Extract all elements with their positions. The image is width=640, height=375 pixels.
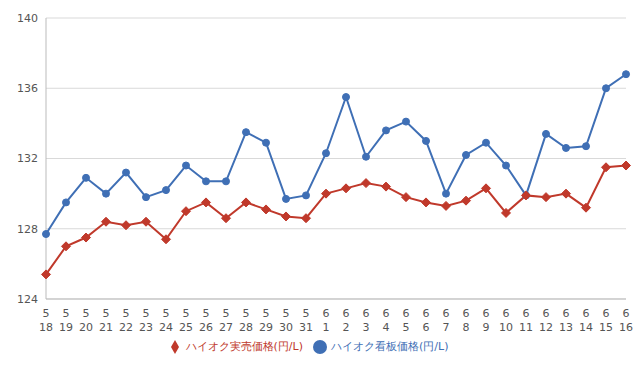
svg-text:6: 6 [603,307,610,320]
svg-text:6: 6 [403,307,410,320]
svg-text:5: 5 [123,307,130,320]
svg-text:5: 5 [283,307,290,320]
svg-text:25: 25 [179,321,193,334]
svg-text:140: 140 [17,12,38,25]
svg-text:5: 5 [143,307,150,320]
svg-text:6: 6 [543,307,550,320]
svg-text:16: 16 [619,321,632,334]
svg-text:6: 6 [503,307,510,320]
html-text:ハイオク実売価格(円/L): ハイオク実売価格(円/L) [185,340,303,353]
svg-text:5: 5 [43,307,50,320]
svg-text:8: 8 [463,321,470,334]
svg-text:5: 5 [63,307,70,320]
svg-text:27: 27 [219,321,233,334]
svg-text:6: 6 [463,307,470,320]
svg-text:30: 30 [279,321,293,334]
svg-text:136: 136 [17,82,38,95]
svg-text:128: 128 [17,223,38,236]
svg-text:1: 1 [323,321,330,334]
svg-text:18: 18 [39,321,53,334]
svg-text:5: 5 [303,307,310,320]
svg-text:28: 28 [239,321,253,334]
html-text:ハイオク看板価格(円/L): ハイオク看板価格(円/L) [331,340,449,353]
svg-text:6: 6 [523,307,530,320]
svg-text:5: 5 [103,307,110,320]
svg-text:15: 15 [599,321,613,334]
svg-text:12: 12 [539,321,553,334]
svg-text:6: 6 [563,307,570,320]
svg-text:6: 6 [363,307,370,320]
svg-text:6: 6 [443,307,450,320]
svg-text:6: 6 [343,307,350,320]
svg-text:29: 29 [259,321,273,334]
svg-text:6: 6 [623,307,630,320]
svg-text:5: 5 [263,307,270,320]
svg-text:5: 5 [223,307,230,320]
svg-text:5: 5 [243,307,250,320]
svg-text:11: 11 [519,321,533,334]
svg-text:5: 5 [163,307,170,320]
svg-text:14: 14 [579,321,593,334]
svg-text:5: 5 [403,321,410,334]
svg-text:5: 5 [203,307,210,320]
svg-text:20: 20 [79,321,93,334]
svg-text:9: 9 [483,321,490,334]
svg-text:6: 6 [323,307,330,320]
svg-text:13: 13 [559,321,573,334]
svg-text:31: 31 [299,321,313,334]
svg-text:6: 6 [423,321,430,334]
svg-text:124: 124 [17,293,38,306]
svg-text:4: 4 [383,321,390,334]
svg-text:26: 26 [199,321,213,334]
svg-text:2: 2 [343,321,350,334]
svg-text:6: 6 [423,307,430,320]
svg-text:6: 6 [483,307,490,320]
svg-text:132: 132 [17,152,38,165]
svg-text:6: 6 [383,307,390,320]
svg-text:19: 19 [59,321,73,334]
svg-text:23: 23 [139,321,153,334]
svg-text:3: 3 [363,321,370,334]
svg-text:22: 22 [119,321,133,334]
svg-text:10: 10 [499,321,513,334]
svg-text:21: 21 [99,321,113,334]
svg-text:5: 5 [83,307,90,320]
svg-text:5: 5 [183,307,190,320]
svg-text:7: 7 [443,321,450,334]
svg-text:24: 24 [159,321,173,334]
svg-text:6: 6 [583,307,590,320]
